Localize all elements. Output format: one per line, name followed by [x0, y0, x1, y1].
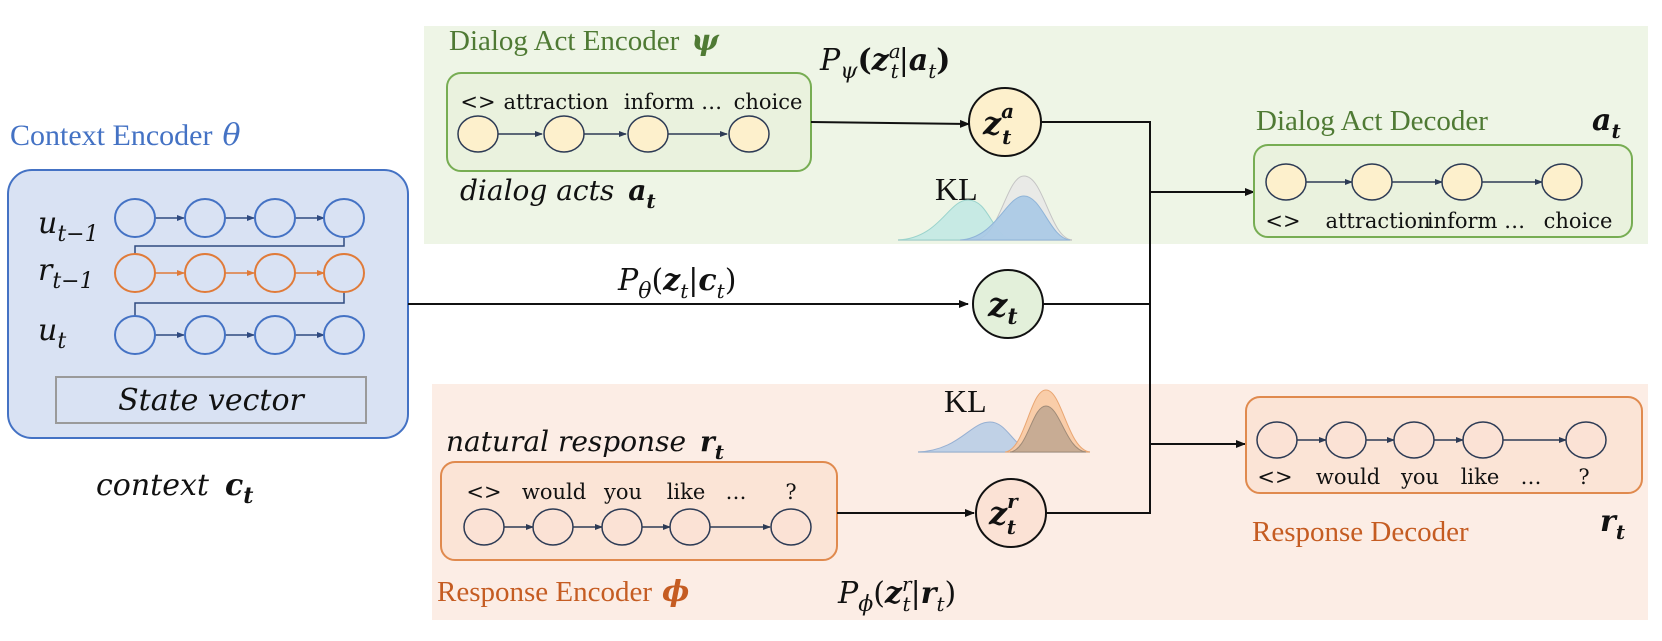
kl-bottom-label: KL [944, 383, 987, 419]
response-encoder-box [440, 461, 838, 561]
latent-za-label: za t [982, 99, 1014, 149]
token-label: inform … [624, 90, 722, 114]
kl-bottom-distributions [917, 389, 1091, 453]
kl-top-distributions [897, 175, 1073, 241]
rnn-node [1351, 163, 1393, 201]
posterior-psi-label: Pψ(za t|at) [819, 39, 951, 84]
rnn-node [254, 315, 296, 355]
row-label-u-curr: ut [38, 313, 66, 354]
token-label: you [603, 480, 642, 504]
row-label-r-prev: rt−1 [38, 253, 94, 294]
rnn-node [770, 508, 812, 546]
token-label: would [1316, 465, 1380, 489]
rnn-node [1325, 421, 1367, 459]
dialog-act-decoder-title: Dialog Act Decoder [1256, 105, 1488, 137]
response-encoder-title: Response Encoder ϕ [437, 574, 689, 608]
rnn-node [1462, 421, 1504, 459]
rnn-node [1441, 163, 1483, 201]
token-label: … [1521, 465, 1542, 489]
context-caption: context ct [96, 468, 253, 509]
rnn-node [323, 315, 365, 355]
rnn-node [254, 253, 296, 293]
response-decoder-tokens: <> would you like … ? [1257, 465, 1589, 489]
merge-lines [1041, 121, 1151, 514]
dialog-act-encoder-nodes [457, 115, 770, 153]
token-label: like [1461, 465, 1500, 489]
response-encoder-tokens: <> would you like … ? [466, 480, 796, 504]
dialog-act-encoder-title: Dialog Act Encoder ψ [449, 23, 720, 57]
rnn-node [532, 508, 574, 546]
row-connector-1 [134, 238, 345, 254]
rnn-node [543, 115, 585, 153]
rnn-node [1265, 163, 1307, 201]
rnn-node [669, 508, 711, 546]
rnn-node [627, 115, 669, 153]
state-vector-label: State vector [118, 383, 305, 418]
arrow-act-to-za [810, 119, 970, 128]
rnn-node [184, 198, 226, 238]
token-label: you [1400, 465, 1439, 489]
rnn-node [323, 253, 365, 293]
rnn-node [457, 115, 499, 153]
token-label: choice [1544, 209, 1613, 233]
response-decoder-output: rt [1600, 504, 1626, 544]
token-label: <> [1265, 209, 1300, 233]
token-label: like [667, 480, 706, 504]
dialog-act-encoder-tokens: <> attraction inform … choice [460, 90, 802, 114]
rnn-node [114, 198, 156, 238]
rnn-node [1565, 421, 1607, 459]
token-label: choice [734, 90, 803, 114]
token-label: ? [785, 480, 796, 504]
token-label: <> [466, 480, 501, 504]
rnn-node [323, 198, 365, 238]
row-connector-2 [134, 290, 345, 316]
context-row-u-curr [114, 315, 365, 355]
rnn-node [114, 315, 156, 355]
rnn-node [184, 253, 226, 293]
dialog-act-decoder-box [1253, 144, 1633, 238]
token-label: <> [1257, 465, 1292, 489]
natural-response-caption: natural response rt [446, 425, 725, 464]
rnn-node [1256, 421, 1298, 459]
context-row-r-prev [114, 253, 365, 293]
rnn-node [114, 253, 156, 293]
latent-zr-label: zr t [988, 489, 1019, 539]
rnn-node [728, 115, 770, 153]
context-encoder-title: Context Encoder θ [10, 118, 241, 153]
rnn-node [1541, 163, 1583, 201]
kl-bottom-posterior-overlap [1009, 405, 1087, 453]
token-label: ? [1578, 465, 1589, 489]
dialog-act-decoder-output: at [1592, 103, 1621, 143]
latent-z-label: zt [987, 285, 1017, 330]
rnn-node [463, 508, 505, 546]
dialog-act-decoder-tokens: <> attraction inform … choice [1265, 209, 1612, 233]
response-decoder-box [1245, 396, 1643, 494]
row-label-u-prev: ut−1 [38, 206, 99, 247]
rnn-node [601, 508, 643, 546]
token-label: attraction [503, 90, 608, 114]
dialog-act-decoder-nodes [1265, 163, 1583, 201]
kl-top-posterior-overlap [959, 195, 1071, 241]
rnn-node [1393, 421, 1435, 459]
response-decoder-nodes [1256, 421, 1607, 459]
response-encoder-nodes [463, 508, 812, 546]
dialog-acts-caption: dialog acts at [460, 174, 656, 213]
rnn-node [184, 315, 226, 355]
context-row-u-prev [114, 198, 365, 238]
posterior-phi-label: Pϕ(zr t|rt) [837, 572, 956, 617]
token-label: … [726, 480, 747, 504]
prior-label: Pθ(zt|ct) [617, 263, 736, 304]
response-decoder-title: Response Decoder [1252, 516, 1469, 548]
token-label: attraction [1325, 209, 1430, 233]
rnn-node [254, 198, 296, 238]
token-label: <> [460, 90, 495, 114]
token-label: would [522, 480, 586, 504]
state-vector-box [55, 376, 367, 424]
token-label: inform … [1427, 209, 1525, 233]
